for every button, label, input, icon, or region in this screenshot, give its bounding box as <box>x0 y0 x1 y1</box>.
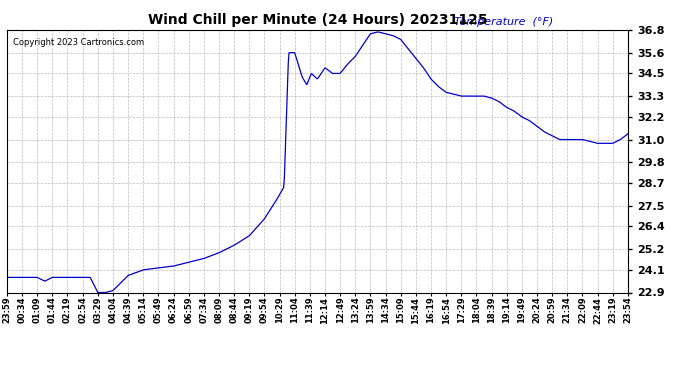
Text: Temperature  (°F): Temperature (°F) <box>454 17 553 27</box>
Text: Copyright 2023 Cartronics.com: Copyright 2023 Cartronics.com <box>13 38 144 47</box>
Title: Wind Chill per Minute (24 Hours) 20231125: Wind Chill per Minute (24 Hours) 2023112… <box>148 13 487 27</box>
